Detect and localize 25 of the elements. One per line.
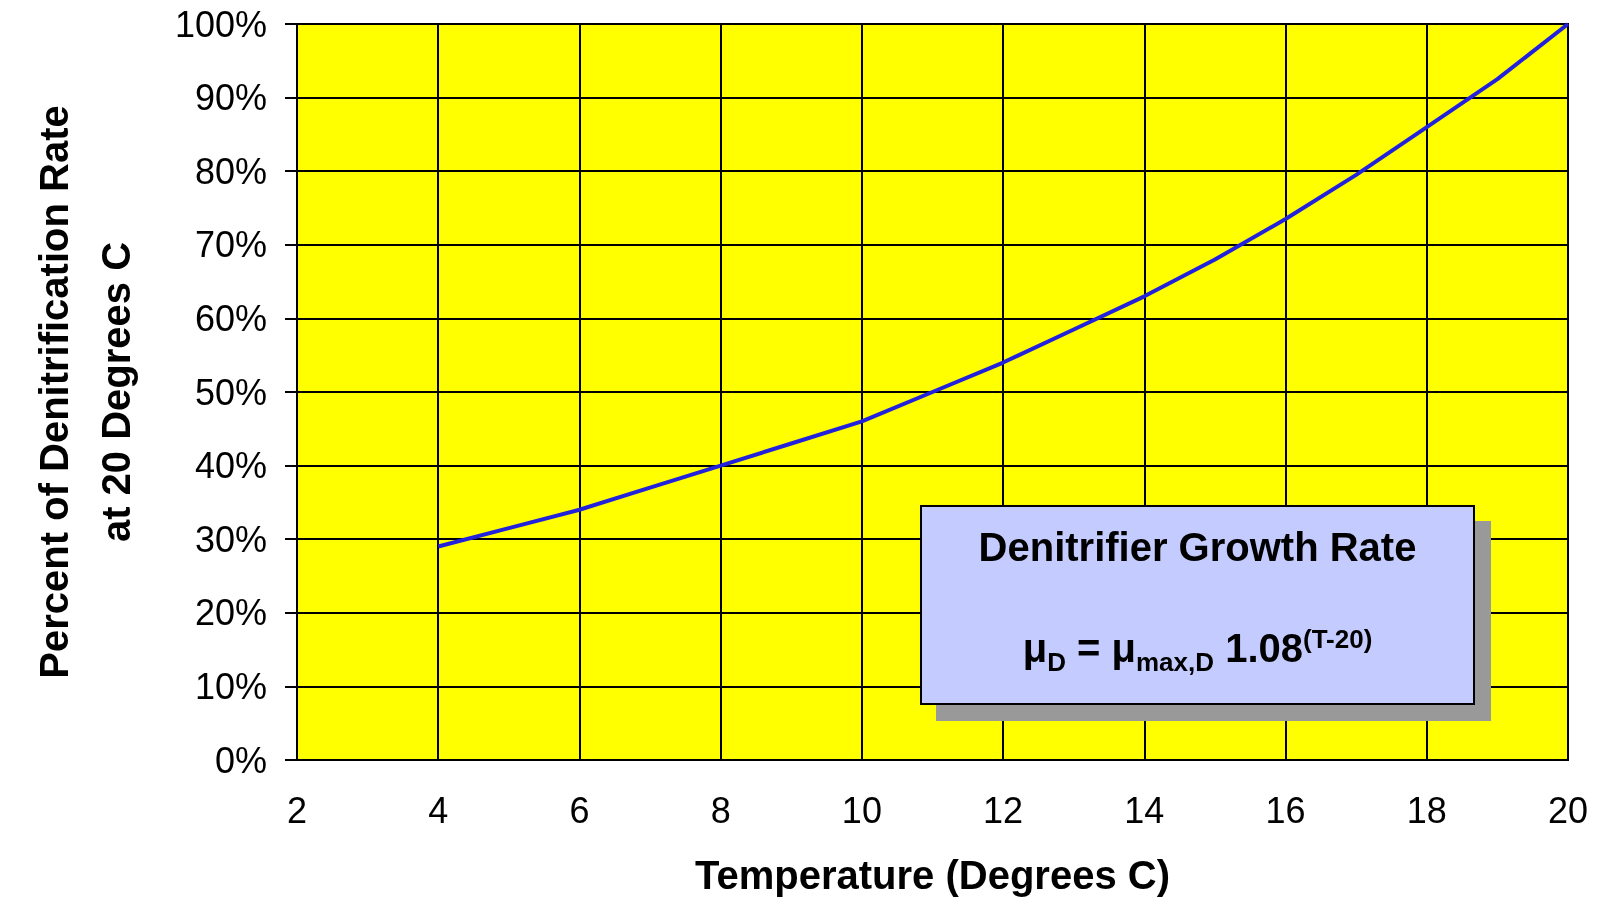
y-tick-label: 100% (174, 3, 267, 45)
y-tick-label: 90% (194, 77, 267, 119)
x-tick-label: 8 (710, 789, 731, 831)
x-tick-label: 14 (1124, 789, 1165, 831)
x-tick-label: 18 (1406, 789, 1447, 831)
x-tick-label: 16 (1265, 789, 1306, 831)
x-tick-label: 10 (841, 789, 882, 831)
x-tick-label: 4 (428, 789, 449, 831)
y-tick-label: 0% (214, 739, 267, 781)
y-tick-label: 50% (194, 371, 267, 413)
x-tick-label: 2 (286, 789, 308, 831)
x-tick-label: 20 (1547, 789, 1589, 831)
y-tick-label: 80% (194, 150, 267, 192)
y-tick-label: 60% (194, 297, 267, 339)
y-tick-label: 70% (194, 224, 267, 266)
y-axis-title: Percent of Denitrification Rate at 20 Degrees C (32, 105, 138, 679)
annotation: Denitrifier Growth Rate (977, 525, 1418, 570)
y-tick-label: 30% (194, 518, 267, 560)
x-tick-label: 6 (569, 789, 590, 831)
y-tick-label: 10% (194, 665, 267, 707)
y-tick-label: 40% (194, 445, 267, 487)
annotation: μ$_{D}$ = μ$_{max,D}$ 1.08$^{(T-20)}$ (1021, 624, 1374, 679)
y-tick-label: 20% (194, 592, 267, 634)
x-tick-label: 12 (983, 789, 1024, 831)
x-axis-title: Temperature (Degrees C) (695, 853, 1170, 897)
